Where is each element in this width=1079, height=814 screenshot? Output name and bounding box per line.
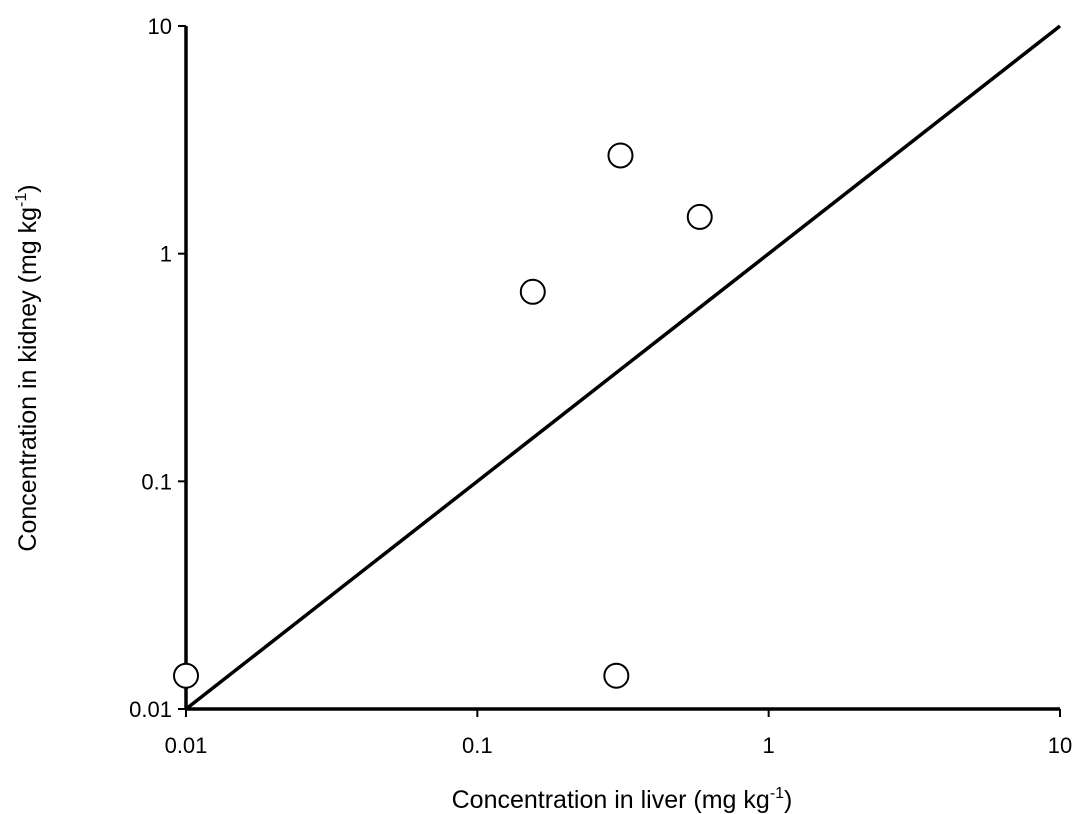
y-tick-label-3: 10 <box>148 14 172 39</box>
x-tick-labels: 0.01 0.1 1 10 <box>165 733 1073 758</box>
y-axis-title: Concentration in kidney (mg kg-1) <box>13 184 42 551</box>
data-point-1 <box>519 278 546 305</box>
data-point-4 <box>686 203 713 230</box>
data-point-0 <box>173 662 199 689</box>
y-tick-label-2: 1 <box>160 242 172 267</box>
x-tick-label-3: 10 <box>1048 733 1072 758</box>
x-tick-label-1: 0.1 <box>462 733 493 758</box>
data-point-3 <box>603 662 630 689</box>
y-axis-title-sup: -1 <box>13 193 30 207</box>
data-point-2 <box>607 142 634 169</box>
plot-area <box>173 24 1062 717</box>
x-axis-title-sup: -1 <box>770 785 784 802</box>
x-axis-title: Concentration in liver (mg kg-1) <box>452 785 793 814</box>
y-tick-label-0: 0.01 <box>129 697 172 722</box>
x-tick-label-2: 1 <box>763 733 775 758</box>
y-tick-labels: 0.01 0.1 1 10 <box>129 14 172 722</box>
y-tick-label-1: 0.1 <box>141 469 172 494</box>
x-tick-label-0: 0.01 <box>165 733 208 758</box>
reference-line-1-to-1 <box>184 24 1062 711</box>
